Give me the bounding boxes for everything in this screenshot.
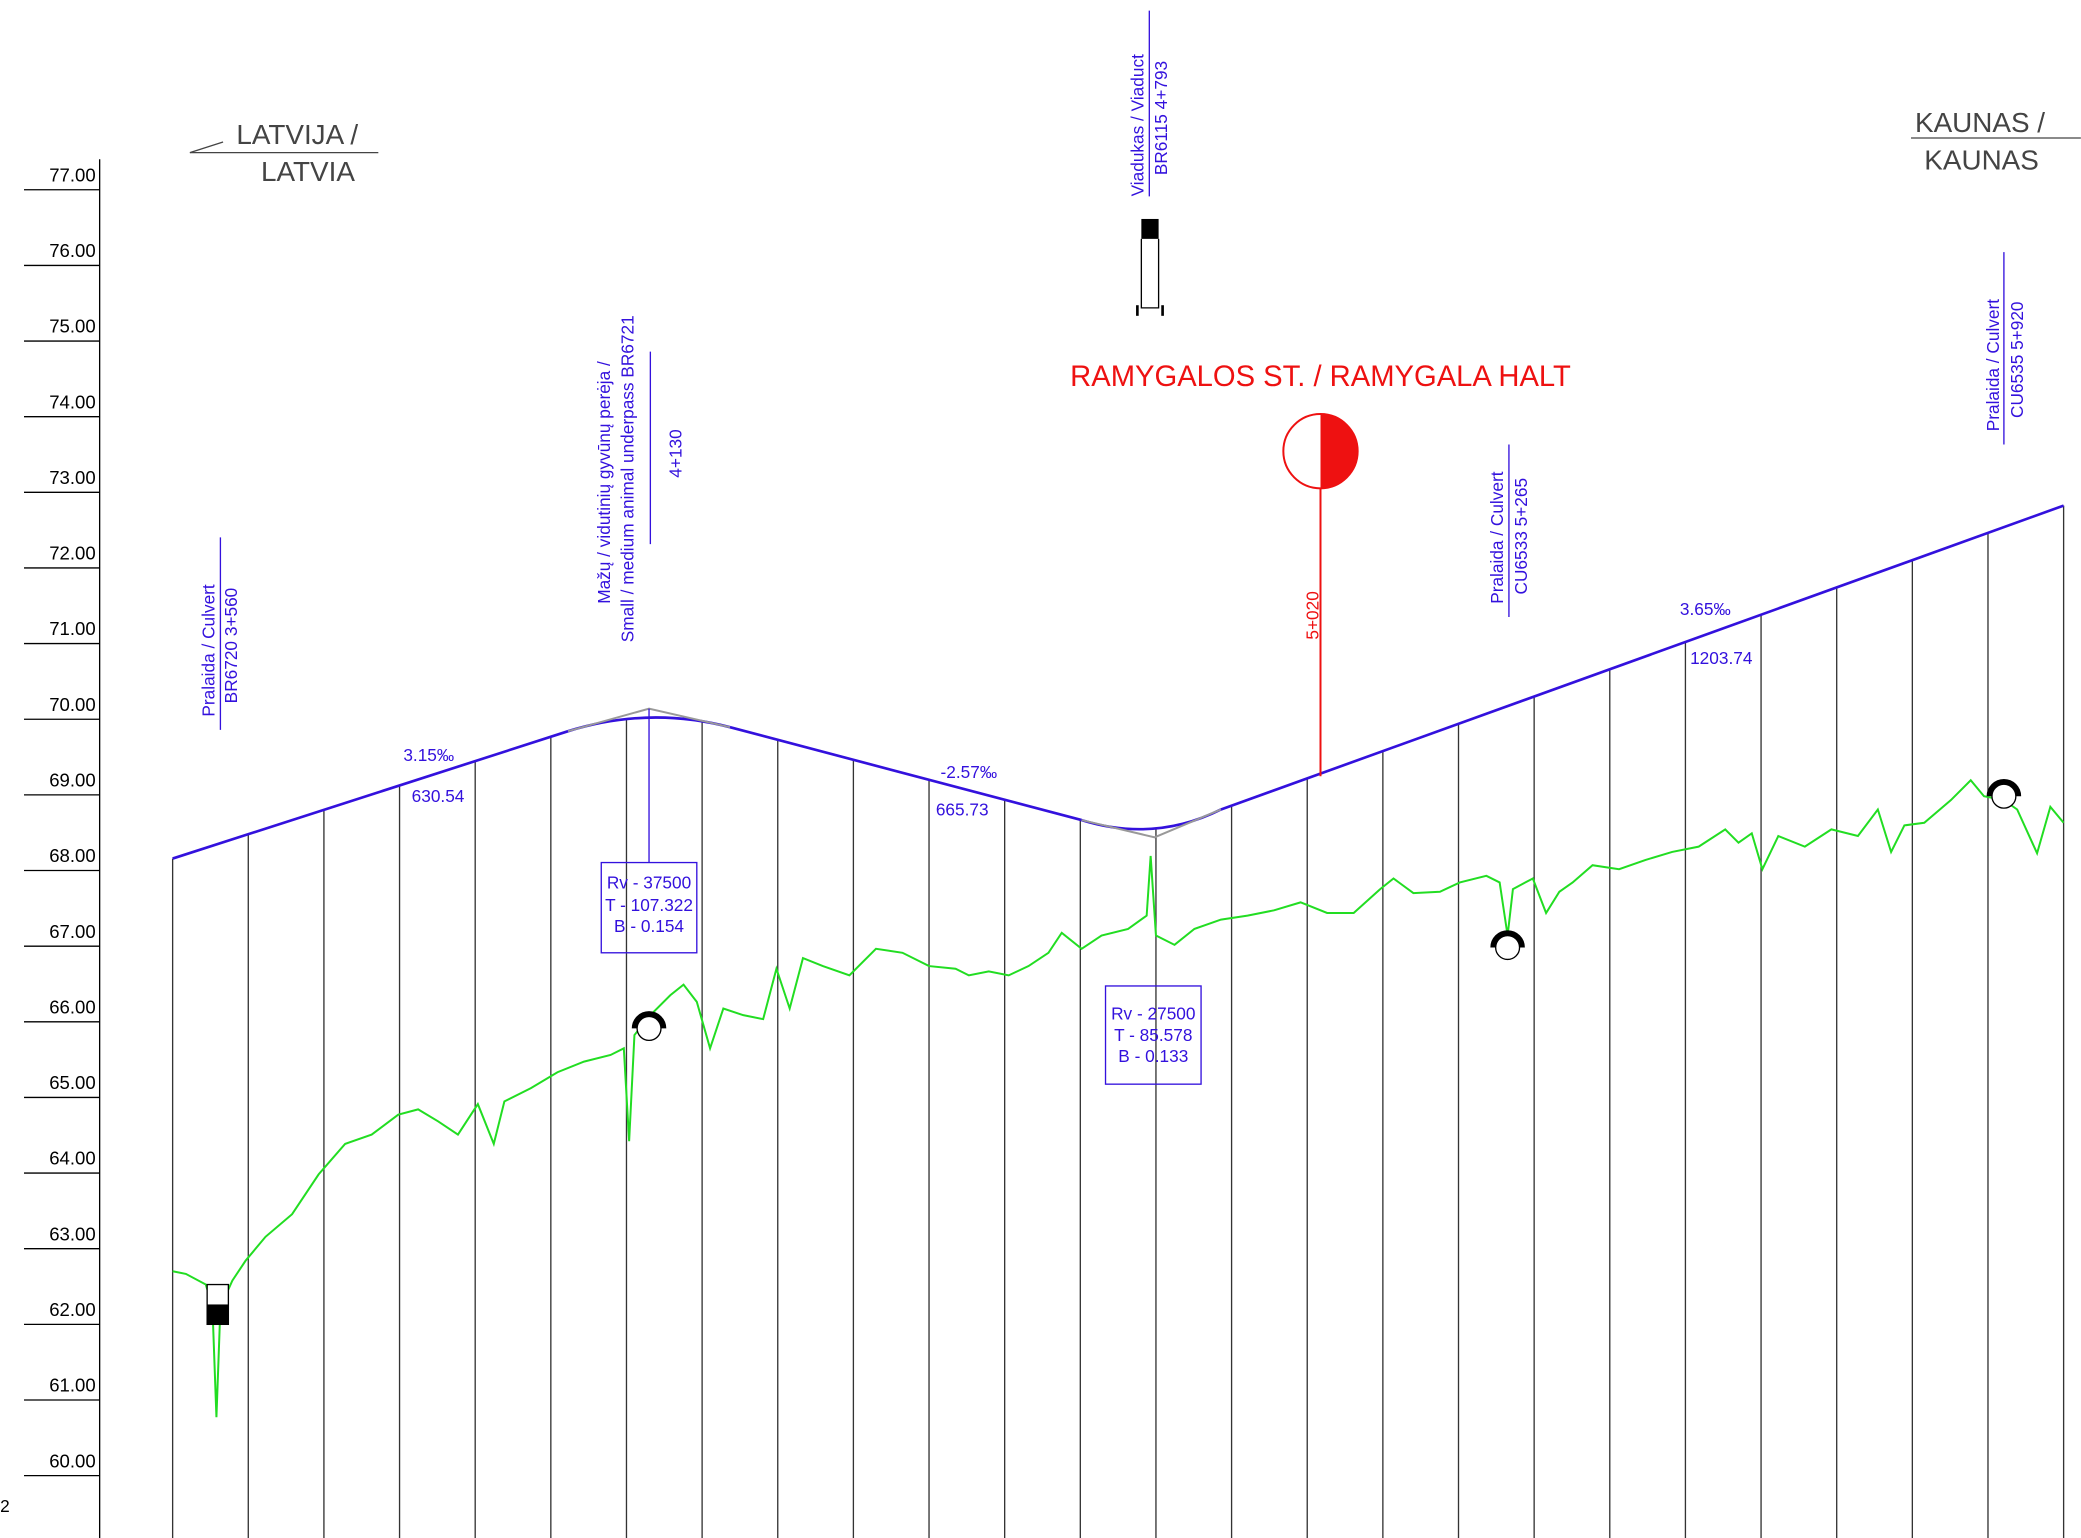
- structure-label: BR6720 3+560: [221, 588, 241, 704]
- elevation-label: 72.00: [49, 543, 95, 564]
- structure-label: Small / medium animal underpass BR6721: [618, 315, 638, 642]
- curve-param: Rv - 27500: [1111, 1004, 1195, 1024]
- gradient: -2.57‰: [941, 762, 998, 782]
- right-direction: KAUNAS: [1924, 144, 2039, 175]
- curve-param: T - 85.578: [1114, 1025, 1192, 1045]
- elevation-label: 75.00: [49, 316, 95, 337]
- elevation-label: 63.00: [49, 1223, 95, 1244]
- elevation-label: 74.00: [49, 391, 95, 412]
- elevation-scale: 77.00 76.00 75.00 74.00 73.00 72.00 71.00 70.00…: [24, 164, 100, 1477]
- curve-param: Rv - 37500: [607, 872, 691, 892]
- elevation-label: 67.00: [49, 921, 95, 942]
- elevation-label: 69.00: [49, 770, 95, 791]
- station-symbol: [1282, 413, 1359, 777]
- structure-label: Mažų / vidutinių gyvūnų perėja /: [594, 361, 614, 604]
- elevation-label: 70.00: [49, 694, 95, 715]
- gradient-length: 665.73: [936, 799, 989, 819]
- ground-line: [172, 778, 2065, 1418]
- viaduct-symbol: [1136, 218, 1164, 316]
- culvert-symbol: [631, 779, 2022, 1042]
- curve-param: B - 0.154: [614, 916, 684, 936]
- direction-arrow: [189, 141, 224, 154]
- gradient-length: 630.54: [412, 786, 465, 806]
- structure-label: CU6535 5+920: [2007, 301, 2027, 418]
- elevation-label: 64.00: [49, 1148, 95, 1169]
- station-name: RAMYGALOS ST. / RAMYGALA HALT: [1070, 361, 1571, 393]
- curve-param: T - 107.322: [605, 895, 693, 915]
- gradient: 3.65‰: [1680, 599, 1731, 619]
- structure-label: Pralaida / Culvert: [1487, 471, 1507, 604]
- curve-box: [1104, 985, 1202, 1085]
- station-lines: [171, 505, 2065, 1538]
- culvert-box: [206, 1283, 230, 1326]
- elevation-label: 77.00: [49, 164, 95, 185]
- structure-label: Pralaida / Culvert: [198, 584, 218, 717]
- elevation-label: 71.00: [49, 618, 95, 639]
- structure-chainage: 4+130: [665, 429, 685, 477]
- structure-label: Viadukas / Viaduct: [1127, 54, 1147, 196]
- curve-param: B - 0.133: [1118, 1046, 1188, 1066]
- curve-box: [600, 861, 698, 954]
- structure-label: Pralaida / Culvert: [1983, 299, 2003, 432]
- elevation-label: 60.00: [49, 1450, 95, 1471]
- elevation-label: 76.00: [49, 240, 95, 261]
- elevation-label: 61.00: [49, 1375, 95, 1396]
- elevation-label: 65.00: [49, 1072, 95, 1093]
- gradient-length: 1203.74: [1690, 648, 1753, 668]
- elevation-label: 73.00: [49, 467, 95, 488]
- page-number: 2: [0, 1496, 10, 1516]
- left-direction: LATVIA: [261, 156, 355, 187]
- right-direction: KAUNAS /: [1915, 107, 2045, 138]
- left-direction: LATVIJA /: [236, 119, 358, 150]
- structure-label: BR6115 4+793: [1151, 61, 1171, 175]
- structure-label: CU6533 5+265: [1511, 478, 1531, 595]
- elevation-label: 68.00: [49, 845, 95, 866]
- gradient: 3.15‰: [403, 745, 454, 765]
- elevation-label: 66.00: [49, 996, 95, 1017]
- elevation-label: 62.00: [49, 1299, 95, 1320]
- station-chainage: 5+020: [1302, 591, 1322, 639]
